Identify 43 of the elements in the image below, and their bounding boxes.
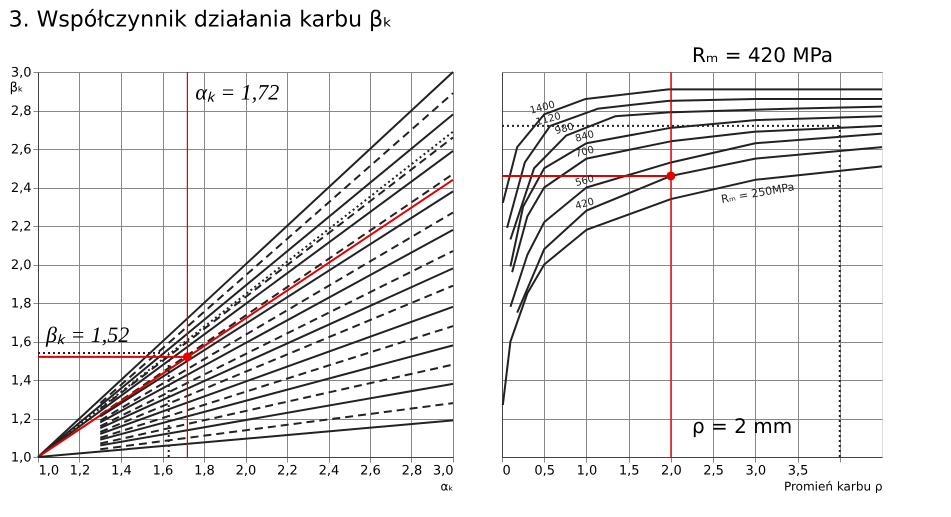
y-axis-title: βₖ bbox=[10, 80, 24, 96]
x-tick-label: 2,4 bbox=[318, 464, 340, 478]
x-axis-title: Promień karbu ρ bbox=[784, 480, 882, 494]
y-tick-label: 3,0 bbox=[10, 66, 32, 80]
annotation: 420 bbox=[574, 196, 596, 212]
x-tick-label: 0 bbox=[502, 464, 511, 478]
y-tick-label: 2,8 bbox=[10, 104, 32, 119]
x-tick-label: 2,0 bbox=[661, 464, 682, 478]
x-tick-label: 2,2 bbox=[277, 464, 298, 478]
y-tick-label: 1,6 bbox=[10, 335, 32, 350]
x-tick-label: 2,8 bbox=[402, 464, 422, 478]
x-tick-label: 1,0 bbox=[38, 464, 60, 478]
text: Rₘ = 420 MPa bbox=[692, 43, 834, 67]
x-tick-label: 3,0 bbox=[432, 464, 454, 478]
x-tick-label: 1,6 bbox=[152, 464, 174, 478]
x-tick-label: 3,0 bbox=[745, 464, 766, 478]
annotation: 700 bbox=[574, 144, 596, 160]
chart-title: 3. Współczynnik działania karbu βₖ bbox=[8, 8, 392, 32]
annotation: αₖ = 1,72 bbox=[195, 79, 280, 104]
y-tick-label: 2,6 bbox=[10, 142, 32, 158]
y-tick-label: 1,8 bbox=[10, 296, 32, 312]
x-tick-label: 2,0 bbox=[236, 464, 256, 478]
y-tick-label: 1,4 bbox=[10, 374, 32, 388]
y-tick-label: 2,2 bbox=[10, 220, 32, 234]
y-tick-label: 1,2 bbox=[10, 412, 32, 427]
x-tick-label: 0,5 bbox=[534, 464, 556, 478]
annotation: ρ = 2 mm bbox=[692, 414, 792, 438]
x-tick-label: 1,0 bbox=[576, 464, 598, 478]
x-axis-title: αₖ bbox=[440, 480, 454, 494]
x-tick-label: 1,8 bbox=[194, 464, 215, 478]
annotation: 560 bbox=[574, 173, 596, 190]
x-tick-label: 1,4 bbox=[111, 464, 132, 478]
x-tick-label: 1,2 bbox=[70, 464, 90, 478]
x-tick-label: 2,5 bbox=[703, 464, 724, 478]
y-tick-label: 2,0 bbox=[10, 258, 32, 273]
annotation: βₖ = 1,52 bbox=[45, 322, 130, 347]
annotation: Rₘ = 250MPa bbox=[720, 180, 796, 206]
y-tick-label: 1,0 bbox=[10, 450, 32, 466]
x-tick-label: 1,5 bbox=[618, 464, 640, 478]
y-tick-label: 2,4 bbox=[10, 181, 32, 196]
x-tick-label: 3,5 bbox=[788, 464, 808, 478]
x-tick-label: 2,6 bbox=[360, 464, 381, 478]
annotation: 840 bbox=[574, 129, 596, 145]
